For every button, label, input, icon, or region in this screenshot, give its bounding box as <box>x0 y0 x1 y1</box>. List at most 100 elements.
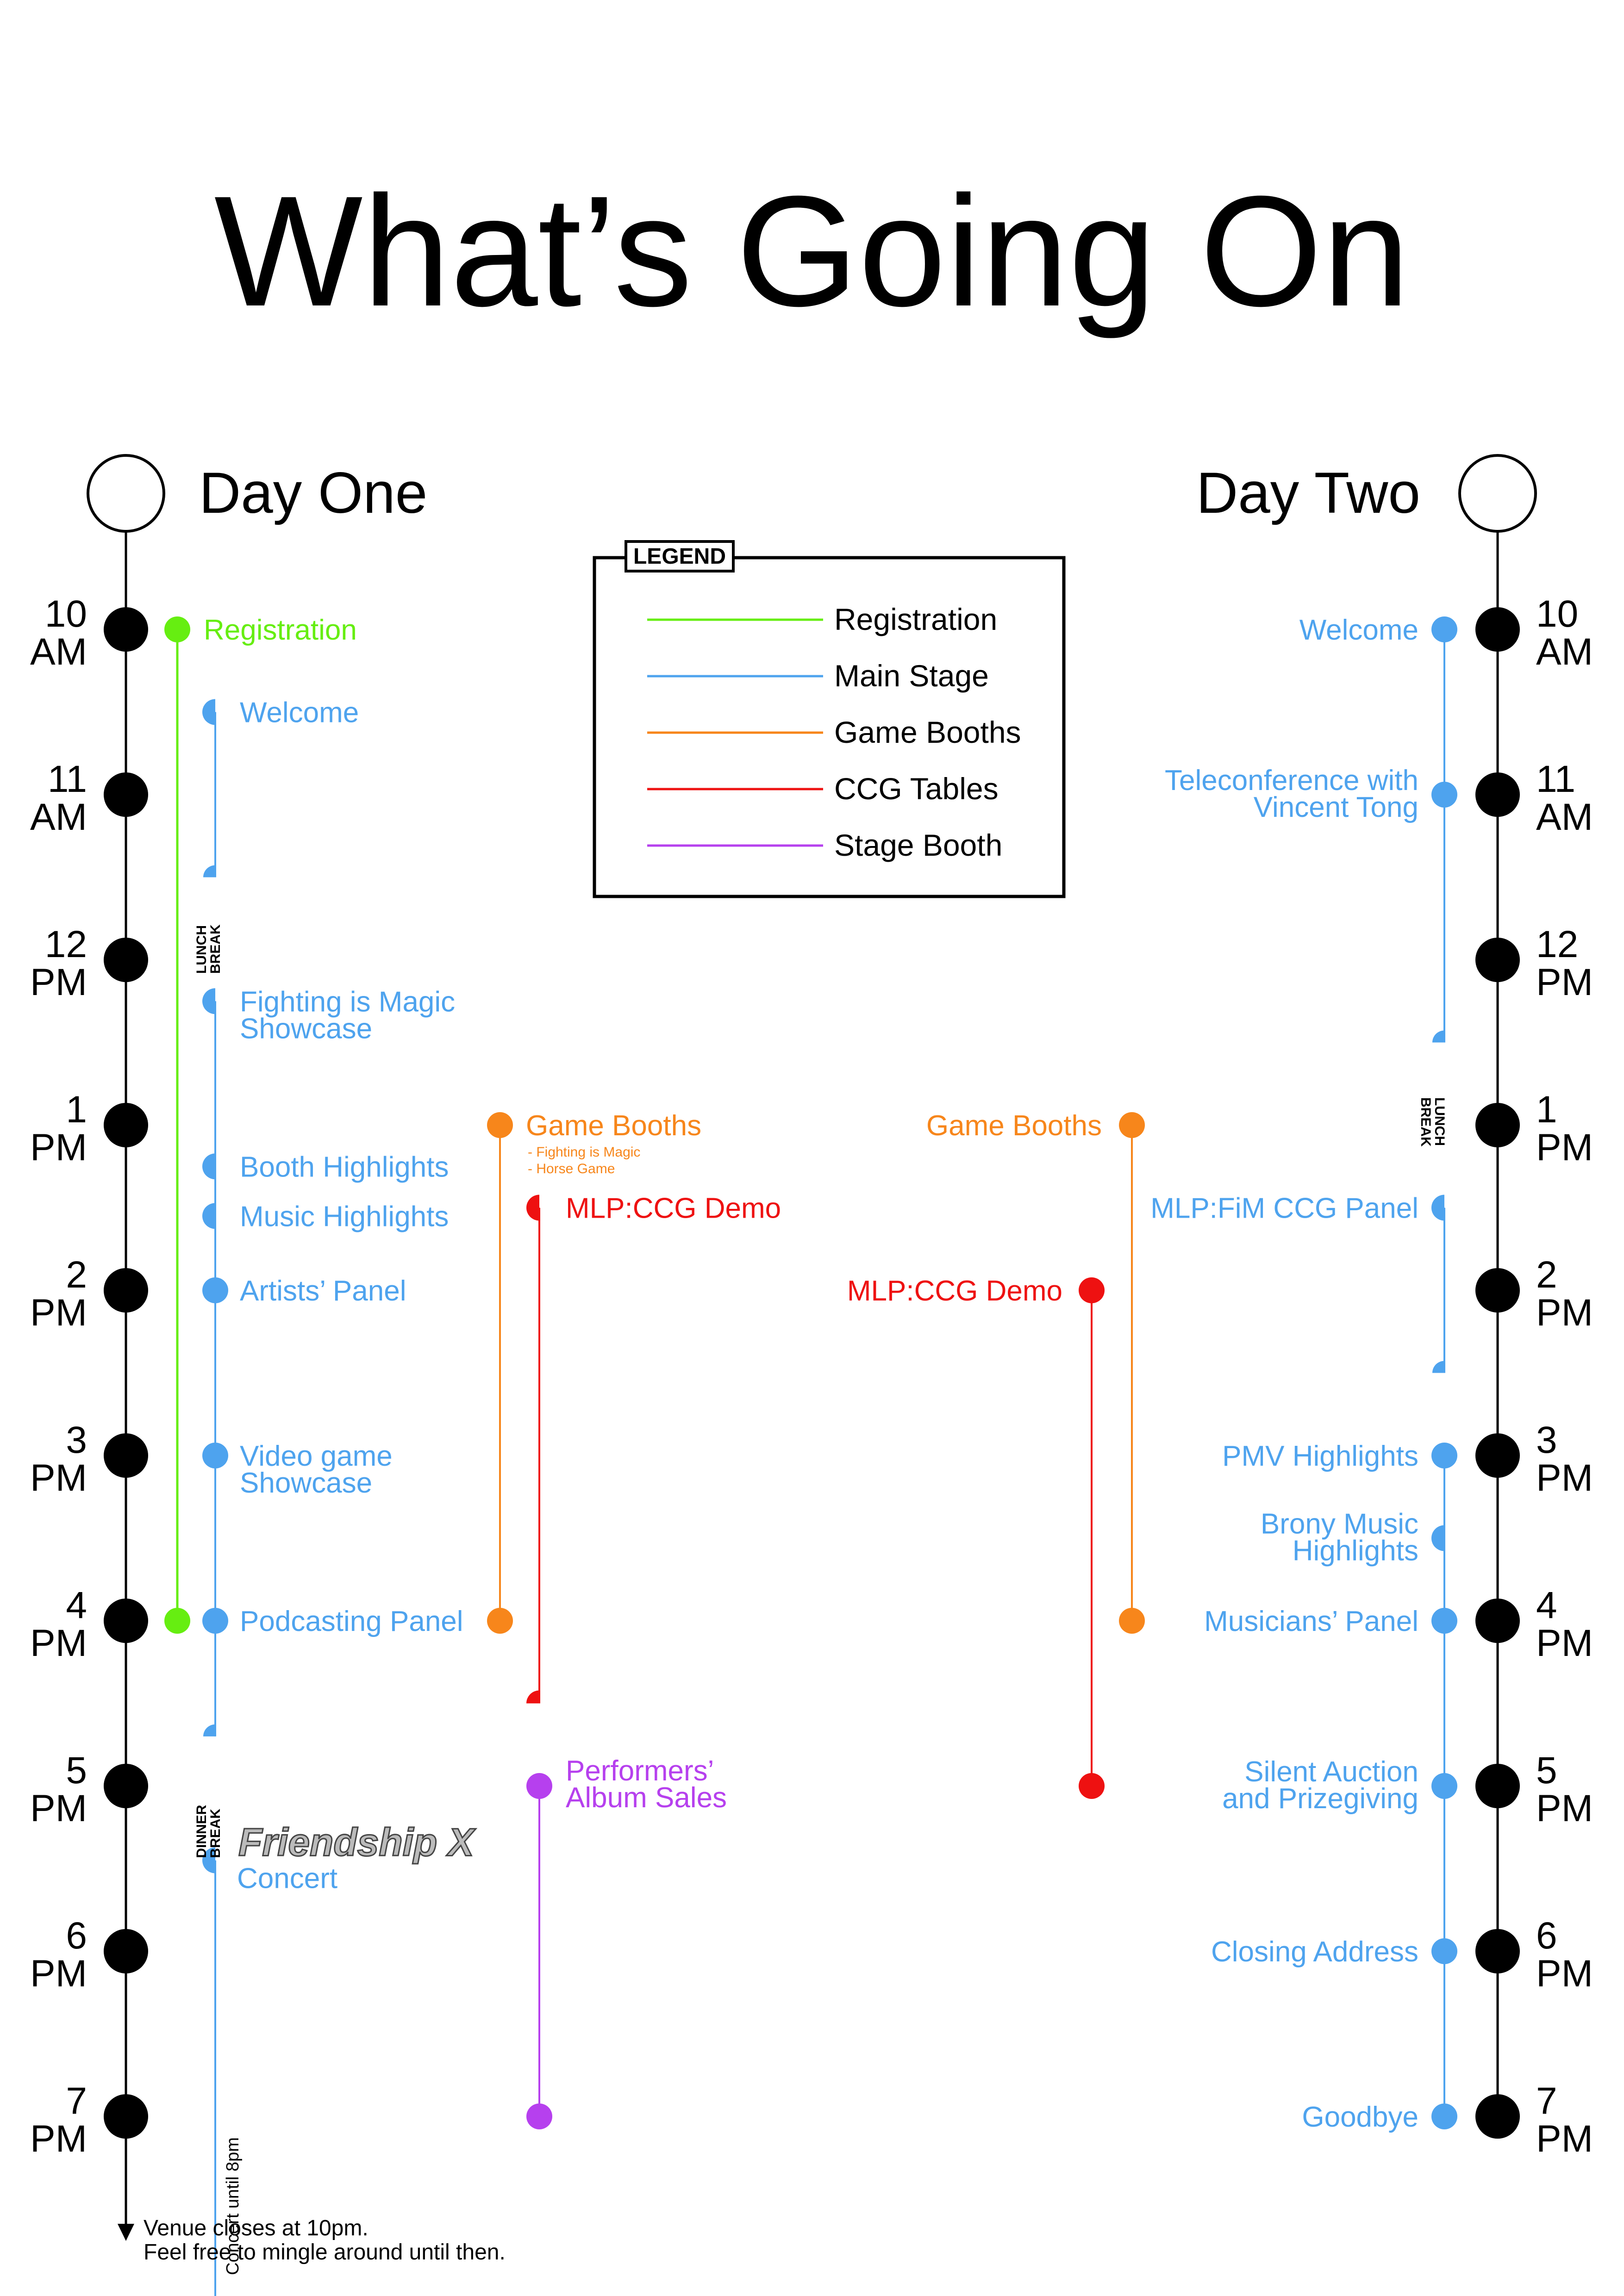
page-title: What’s Going On <box>214 163 1410 340</box>
main-stage-event-label: Silent Auction and Prizegiving <box>1222 1756 1418 1815</box>
ccg-end-marker <box>526 1690 539 1704</box>
main-stage-event-label: Booth Highlights <box>240 1151 449 1183</box>
hour-label-number: 6 <box>1536 1915 1557 1957</box>
main-stage-event-label: Music Highlights <box>240 1201 449 1232</box>
hour-label-number: 11 <box>1536 758 1575 800</box>
hour-label-ampm: PM <box>30 1787 87 1829</box>
venue-closing-note: Venue closes at 10pm. Feel free to mingle… <box>144 2216 506 2265</box>
main-stage-event-dot <box>202 1443 228 1468</box>
registration-label: Registration <box>204 614 357 646</box>
hour-tick-dot <box>104 772 148 817</box>
main-stage-event-label-line: Highlights <box>1293 1535 1418 1567</box>
venue-closing-note-line: Venue closes at 10pm. <box>144 2216 369 2240</box>
hour-tick-dot <box>104 1268 148 1313</box>
main-stage-event-label-line: Vincent Tong <box>1254 791 1418 823</box>
game-booths-start-dot <box>487 1112 513 1138</box>
stage-booth-label: Performers’ Album Sales <box>566 1755 727 1814</box>
hour-label-ampm: AM <box>1536 631 1593 673</box>
main-stage-event-label-line: Showcase <box>240 1467 372 1499</box>
hour-label-ampm: PM <box>1536 1457 1593 1499</box>
hour-tick-dot <box>1475 1268 1520 1313</box>
main-stage-event-label: Teleconference with Vincent Tong <box>1165 765 1418 823</box>
hour-tick-dot <box>104 1103 148 1147</box>
main-stage-event-label: Musicians’ Panel <box>1204 1605 1418 1637</box>
hour-tick-dot <box>1475 2094 1520 2139</box>
main-stage-segment-end <box>203 1724 215 1736</box>
hour-label-number: 3 <box>1536 1419 1557 1461</box>
main-stage-event-label: Video game Showcase <box>240 1440 393 1499</box>
ccg-end-dot <box>1079 1773 1105 1799</box>
main-stage-event-label-line: Showcase <box>240 1013 372 1045</box>
hour-label-ampm: AM <box>30 796 87 838</box>
game-booths-sublabel: - Fighting is Magic <box>528 1145 640 1160</box>
hour-label-ampm: PM <box>30 1622 87 1664</box>
main-stage-event-marker <box>1431 1195 1444 1221</box>
legend-title: LEGEND <box>633 544 726 569</box>
hour-label-number: 5 <box>66 1749 87 1792</box>
main-stage-event-dot <box>1431 1608 1457 1634</box>
stage-booth-end-dot <box>526 2103 552 2129</box>
hour-tick-dot <box>104 607 148 652</box>
legend-tab <box>625 540 735 572</box>
hour-label-ampm: PM <box>30 961 87 1003</box>
main-stage-event-dot <box>1431 1773 1457 1799</box>
main-stage-event-label-line: Teleconference with <box>1165 765 1418 796</box>
hour-tick-dot <box>1475 772 1520 817</box>
hour-label-number: 1 <box>66 1089 87 1131</box>
legend-item-label: Stage Booth <box>834 828 1002 862</box>
main-stage-event-dot <box>1431 1443 1457 1468</box>
main-stage-event-marker <box>202 1203 215 1229</box>
lunch-break-label-line: LUNCH <box>194 925 209 974</box>
concert-act-title: Friendship X <box>238 1821 476 1864</box>
game-booths-end-dot <box>1119 1608 1145 1634</box>
hour-label-ampm: PM <box>1536 1126 1593 1169</box>
ccg-label: MLP:CCG Demo <box>847 1275 1062 1307</box>
main-stage-event-label: Concert <box>237 1863 337 1895</box>
main-stage-event-label: Goodbye <box>1302 2101 1418 2133</box>
hour-label-ampm: PM <box>1536 1622 1593 1664</box>
hour-label-ampm: PM <box>1536 2118 1593 2160</box>
hour-label-ampm: PM <box>30 1292 87 1334</box>
main-stage-event-dot <box>1431 616 1457 642</box>
registration-start-dot <box>164 616 190 642</box>
game-booths-label: Game Booths <box>926 1110 1102 1142</box>
dinner-break-label-line: DINNER <box>194 1804 209 1858</box>
hour-label-ampm: AM <box>1536 796 1593 838</box>
lunch-break-label-line: LUNCH <box>1432 1097 1447 1146</box>
main-stage-segment-end <box>1432 1361 1444 1373</box>
main-stage-event-label: Closing Address <box>1211 1936 1418 1968</box>
main-stage-event-label: PMV Highlights <box>1222 1440 1418 1472</box>
hour-label-number: 1 <box>1536 1089 1557 1131</box>
game-booths-label: Game Booths <box>526 1110 701 1142</box>
main-stage-event-dot <box>202 1608 228 1634</box>
hour-label-number: 10 <box>45 593 87 635</box>
legend-item-label: Game Booths <box>834 715 1021 749</box>
hour-label-number: 5 <box>1536 1749 1557 1792</box>
hour-label-number: 10 <box>1536 593 1578 635</box>
main-stage-event-marker <box>202 1153 215 1180</box>
hour-label-number: 7 <box>66 2080 87 2122</box>
stage-booth-start-dot <box>526 1773 552 1799</box>
main-stage-event-label: Artists’ Panel <box>240 1275 406 1307</box>
hour-label-ampm: AM <box>30 631 87 673</box>
game-booths-end-dot <box>487 1608 513 1634</box>
main-stage-event-label: Fighting is Magic Showcase <box>240 986 455 1045</box>
main-stage-event-label-line: Brony Music <box>1261 1508 1418 1540</box>
main-stage-event-marker <box>1431 1525 1444 1551</box>
hour-label-ampm: PM <box>1536 1953 1593 1995</box>
hour-label-ampm: PM <box>30 1126 87 1169</box>
main-stage-event-marker <box>202 1847 215 1873</box>
hour-label-number: 4 <box>1536 1584 1557 1626</box>
hour-label-number: 11 <box>48 758 87 800</box>
main-stage-event-dot <box>202 1277 228 1303</box>
main-stage-event-label: Welcome <box>240 697 359 729</box>
main-stage-event-marker <box>202 988 215 1014</box>
hour-tick-dot <box>1475 1764 1520 1808</box>
hour-label-ampm: PM <box>1536 961 1593 1003</box>
main-stage-event-label-line: and Prizegiving <box>1222 1783 1418 1815</box>
venue-closing-note-line: Feel free to mingle around until then. <box>144 2240 506 2265</box>
hour-label-number: 2 <box>1536 1254 1557 1296</box>
day-one-axis-arrow <box>118 2224 134 2241</box>
lunch-break-label-line: BREAK <box>1418 1097 1433 1147</box>
